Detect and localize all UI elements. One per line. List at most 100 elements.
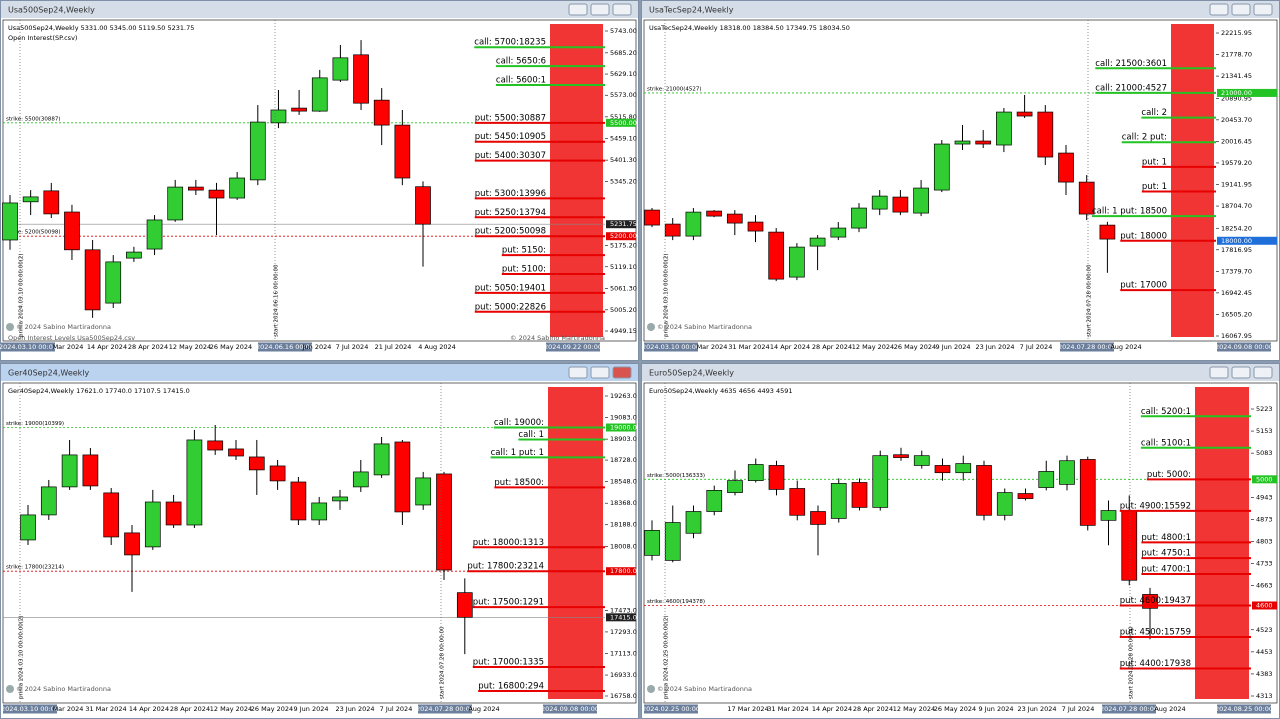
candle-body	[167, 186, 184, 221]
date-label: 12 May 2024	[852, 343, 894, 351]
footer-text: © 2024 Sabino Martiradonna	[510, 334, 605, 342]
watermark: © 2024 Sabino Martiradonna	[657, 685, 752, 693]
minimize-button[interactable]	[1209, 3, 1229, 16]
price-label: 4733	[1256, 560, 1273, 568]
close-button[interactable]	[612, 3, 632, 16]
oi-level-label: call: 5100:1	[1141, 438, 1191, 448]
candle-body	[1016, 111, 1033, 117]
date-box-label: 2024.07.28 00:00	[1058, 343, 1116, 351]
date-label: 14 Apr 2024	[87, 343, 127, 351]
candle-body	[291, 107, 307, 112]
candle-body	[1059, 460, 1075, 485]
oi-column	[550, 24, 603, 337]
price-box-label: 18000.00	[1221, 237, 1252, 245]
date-marker-label: start 2024.07.28 00:00:00	[1087, 264, 1093, 337]
oi-level-label: put: 5500:30887	[475, 113, 546, 123]
oi-level-label: put: 5000:22826	[475, 302, 546, 312]
date-box	[1217, 704, 1271, 714]
price-label: 18903.0	[610, 435, 637, 443]
candle-body	[871, 195, 888, 210]
oi-level-label: call: 5600:1	[496, 76, 546, 86]
oi-level-label: put: 1	[1142, 157, 1167, 167]
maximize-button[interactable]	[1231, 366, 1251, 379]
candle-body	[851, 482, 868, 508]
price-label: 20453.70	[1221, 116, 1252, 124]
logo-icon	[647, 323, 655, 331]
minimize-button[interactable]	[1209, 366, 1229, 379]
candle-body	[726, 213, 743, 224]
date-box-label: 2024.07.28 00:00	[416, 705, 474, 713]
date-marker-label: prima 2024.03.10 00:00:00(2)	[19, 616, 25, 700]
oi-level-label: put: 4700:1	[1141, 564, 1191, 574]
price-label: 16067.95	[1221, 332, 1252, 340]
price-label: 19083.0	[610, 414, 637, 422]
candle-body	[768, 465, 785, 490]
title-bar	[642, 1, 1279, 18]
maximize-button[interactable]	[1231, 3, 1251, 16]
price-box	[1217, 88, 1277, 97]
candle-body	[2, 202, 18, 241]
close-button[interactable]	[1253, 3, 1273, 16]
oi-level-label: put: 18000	[1120, 231, 1167, 241]
price-box	[606, 423, 636, 432]
candle-body	[830, 483, 847, 519]
maximize-button[interactable]	[590, 3, 610, 16]
candle-body	[436, 473, 452, 571]
date-label: 28 Apr 2024	[170, 705, 210, 713]
minimize-button[interactable]	[568, 3, 588, 16]
price-label: 22215.95	[1221, 29, 1252, 37]
candle-body	[394, 441, 411, 513]
candle-body	[892, 196, 909, 213]
date-box-label: 2024.09.08 00:00	[1215, 343, 1273, 351]
date-label: 9 Jun 2024	[936, 343, 971, 351]
price-label: 5119.10	[610, 263, 637, 271]
date-marker-label: start 2024.07.28 00:00:00	[440, 626, 446, 699]
strike-label: strike: 21000(4527)	[647, 86, 702, 92]
window-title: Usa500Sep24,Weekly	[8, 6, 95, 15]
candle-body	[1079, 459, 1096, 526]
date-label: 31 Mar 2024	[767, 705, 808, 713]
candle-body	[165, 501, 182, 526]
candle-body	[747, 221, 764, 232]
date-box-label: 2024.02.25 00:00	[642, 705, 700, 713]
date-box	[418, 704, 472, 714]
candle-body	[105, 261, 122, 304]
candle-body	[1038, 471, 1055, 488]
candle-body	[664, 223, 681, 237]
candle-body	[747, 464, 764, 481]
footer-text: Open Interest Levels Usa500Sep24.csv	[8, 334, 135, 342]
close-button[interactable]	[612, 366, 632, 379]
candle-body	[830, 227, 847, 238]
candle-body	[64, 211, 80, 251]
maximize-button[interactable]	[590, 366, 610, 379]
title-bar	[1, 1, 638, 18]
candle-body	[249, 121, 266, 181]
price-label: 5573.00	[610, 91, 637, 99]
candle-body	[373, 99, 390, 126]
logo-icon	[647, 685, 655, 693]
price-label: 18368.0	[610, 499, 637, 507]
date-label: 7 Jul 2024	[380, 705, 413, 713]
price-box-label: 5231.75	[610, 220, 637, 228]
oi-level-label: call: 1 put: 18500	[1092, 207, 1167, 217]
logo-icon	[6, 685, 14, 693]
oi-level-label: put: 4600:19437	[1120, 596, 1191, 606]
minimize-button[interactable]	[568, 366, 588, 379]
price-label: 5005.20	[610, 306, 637, 314]
date-label: 14 Apr 2024	[129, 705, 169, 713]
oi-level-label: put: 5300:13996	[475, 189, 546, 199]
candle-body	[146, 219, 163, 250]
date-marker-label: start 2024.07.28 00:00:00	[1129, 626, 1135, 699]
date-label: 7 Jul 2024	[1020, 343, 1053, 351]
date-label: 7 Jul 2024	[1062, 705, 1095, 713]
price-label: 4383	[1256, 670, 1273, 678]
candle-body	[913, 187, 929, 214]
date-label: 26 May 2024	[210, 343, 252, 351]
strike-label: strike: 5200(50098)	[6, 230, 61, 236]
date-box	[546, 342, 600, 352]
close-button[interactable]	[1253, 366, 1273, 379]
chart-window: Euro50Sep24,Weekly Euro50Sep24,Weekly 463…	[641, 363, 1280, 719]
price-label: 5223	[1256, 405, 1273, 413]
oi-level-label: call: 1 put: 1	[491, 448, 544, 458]
price-label: 21778.70	[1221, 51, 1252, 59]
